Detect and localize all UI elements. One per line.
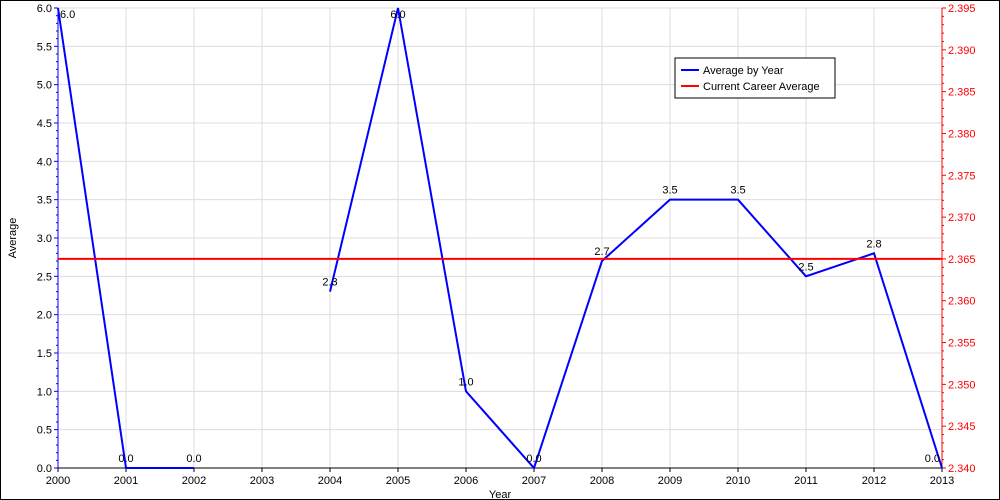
y-left-tick-label: 0.0: [37, 463, 52, 475]
legend-item-label: Average by Year: [703, 65, 784, 77]
y-right-tick-label: 2.395: [948, 3, 976, 15]
y-left-tick-label: 3.5: [37, 195, 52, 207]
x-tick-label: 2001: [114, 475, 138, 487]
y-right-tick-label: 2.340: [948, 463, 976, 475]
x-tick-label: 2005: [386, 475, 410, 487]
y-right-tick-label: 2.360: [948, 296, 976, 308]
data-label: 6.0: [390, 9, 405, 21]
x-tick-label: 2006: [454, 475, 478, 487]
y-axis-label: Average: [7, 218, 19, 259]
legend-item-label: Current Career Average: [703, 81, 820, 93]
data-label: 1.0: [458, 376, 473, 388]
y-left-tick-label: 4.0: [37, 156, 52, 168]
data-label: 2.7: [594, 246, 609, 258]
y-left-tick-label: 4.5: [37, 118, 52, 130]
x-tick-label: 2012: [862, 475, 886, 487]
y-right-tick-label: 2.390: [948, 45, 976, 57]
y-right-tick-label: 2.375: [948, 170, 976, 182]
x-tick-label: 2010: [726, 475, 750, 487]
y-left-tick-label: 3.0: [37, 233, 52, 245]
y-left-tick-label: 5.0: [37, 80, 52, 92]
x-tick-label: 2008: [590, 475, 614, 487]
data-label: 0.0: [925, 453, 940, 465]
x-tick-label: 2013: [930, 475, 954, 487]
y-left-tick-label: 5.5: [37, 41, 52, 53]
y-left-tick-label: 2.5: [37, 271, 52, 283]
x-tick-label: 2011: [794, 475, 818, 487]
y-right-tick-label: 2.345: [948, 421, 976, 433]
data-label: 2.5: [798, 261, 813, 273]
average-by-year-chart: 0.0 0.5 1.0 1.5 2.0 2.5 3.0 3.5 4.0 4.5 5.0 5.5 6.0 2…: [0, 0, 1000, 500]
data-label: 0.0: [118, 453, 133, 465]
y-left-tick-label: 0.5: [37, 425, 52, 437]
y-right-tick-label: 2.385: [948, 87, 976, 99]
data-label: 3.5: [662, 185, 677, 197]
data-label: 6.0: [60, 9, 75, 21]
x-tick-label: 2003: [250, 475, 274, 487]
data-label: 3.5: [730, 185, 745, 197]
y-left-tick-label: 6.0: [37, 3, 52, 15]
x-axis-label: Year: [489, 489, 512, 500]
x-tick-label: 2009: [658, 475, 682, 487]
x-tick-label: 2000: [46, 475, 70, 487]
data-label: 0.0: [526, 453, 541, 465]
x-tick-label: 2007: [522, 475, 546, 487]
data-label: 0.0: [186, 453, 201, 465]
y-left-tick-label: 1.5: [37, 348, 52, 360]
legend: Average by Year Current Career Average: [675, 58, 835, 98]
y-left-tick-label: 2.0: [37, 310, 52, 322]
x-tick-label: 2002: [182, 475, 206, 487]
y-right-tick-label: 2.380: [948, 128, 976, 140]
data-label: 2.8: [866, 238, 881, 250]
y-right-tick-label: 2.370: [948, 212, 976, 224]
y-left-tick-label: 1.0: [37, 386, 52, 398]
data-label: 2.3: [322, 277, 337, 289]
y-right-tick-label: 2.365: [948, 254, 976, 266]
y-right-tick-label: 2.355: [948, 338, 976, 350]
x-tick-label: 2004: [318, 475, 342, 487]
y-right-tick-label: 2.350: [948, 379, 976, 391]
